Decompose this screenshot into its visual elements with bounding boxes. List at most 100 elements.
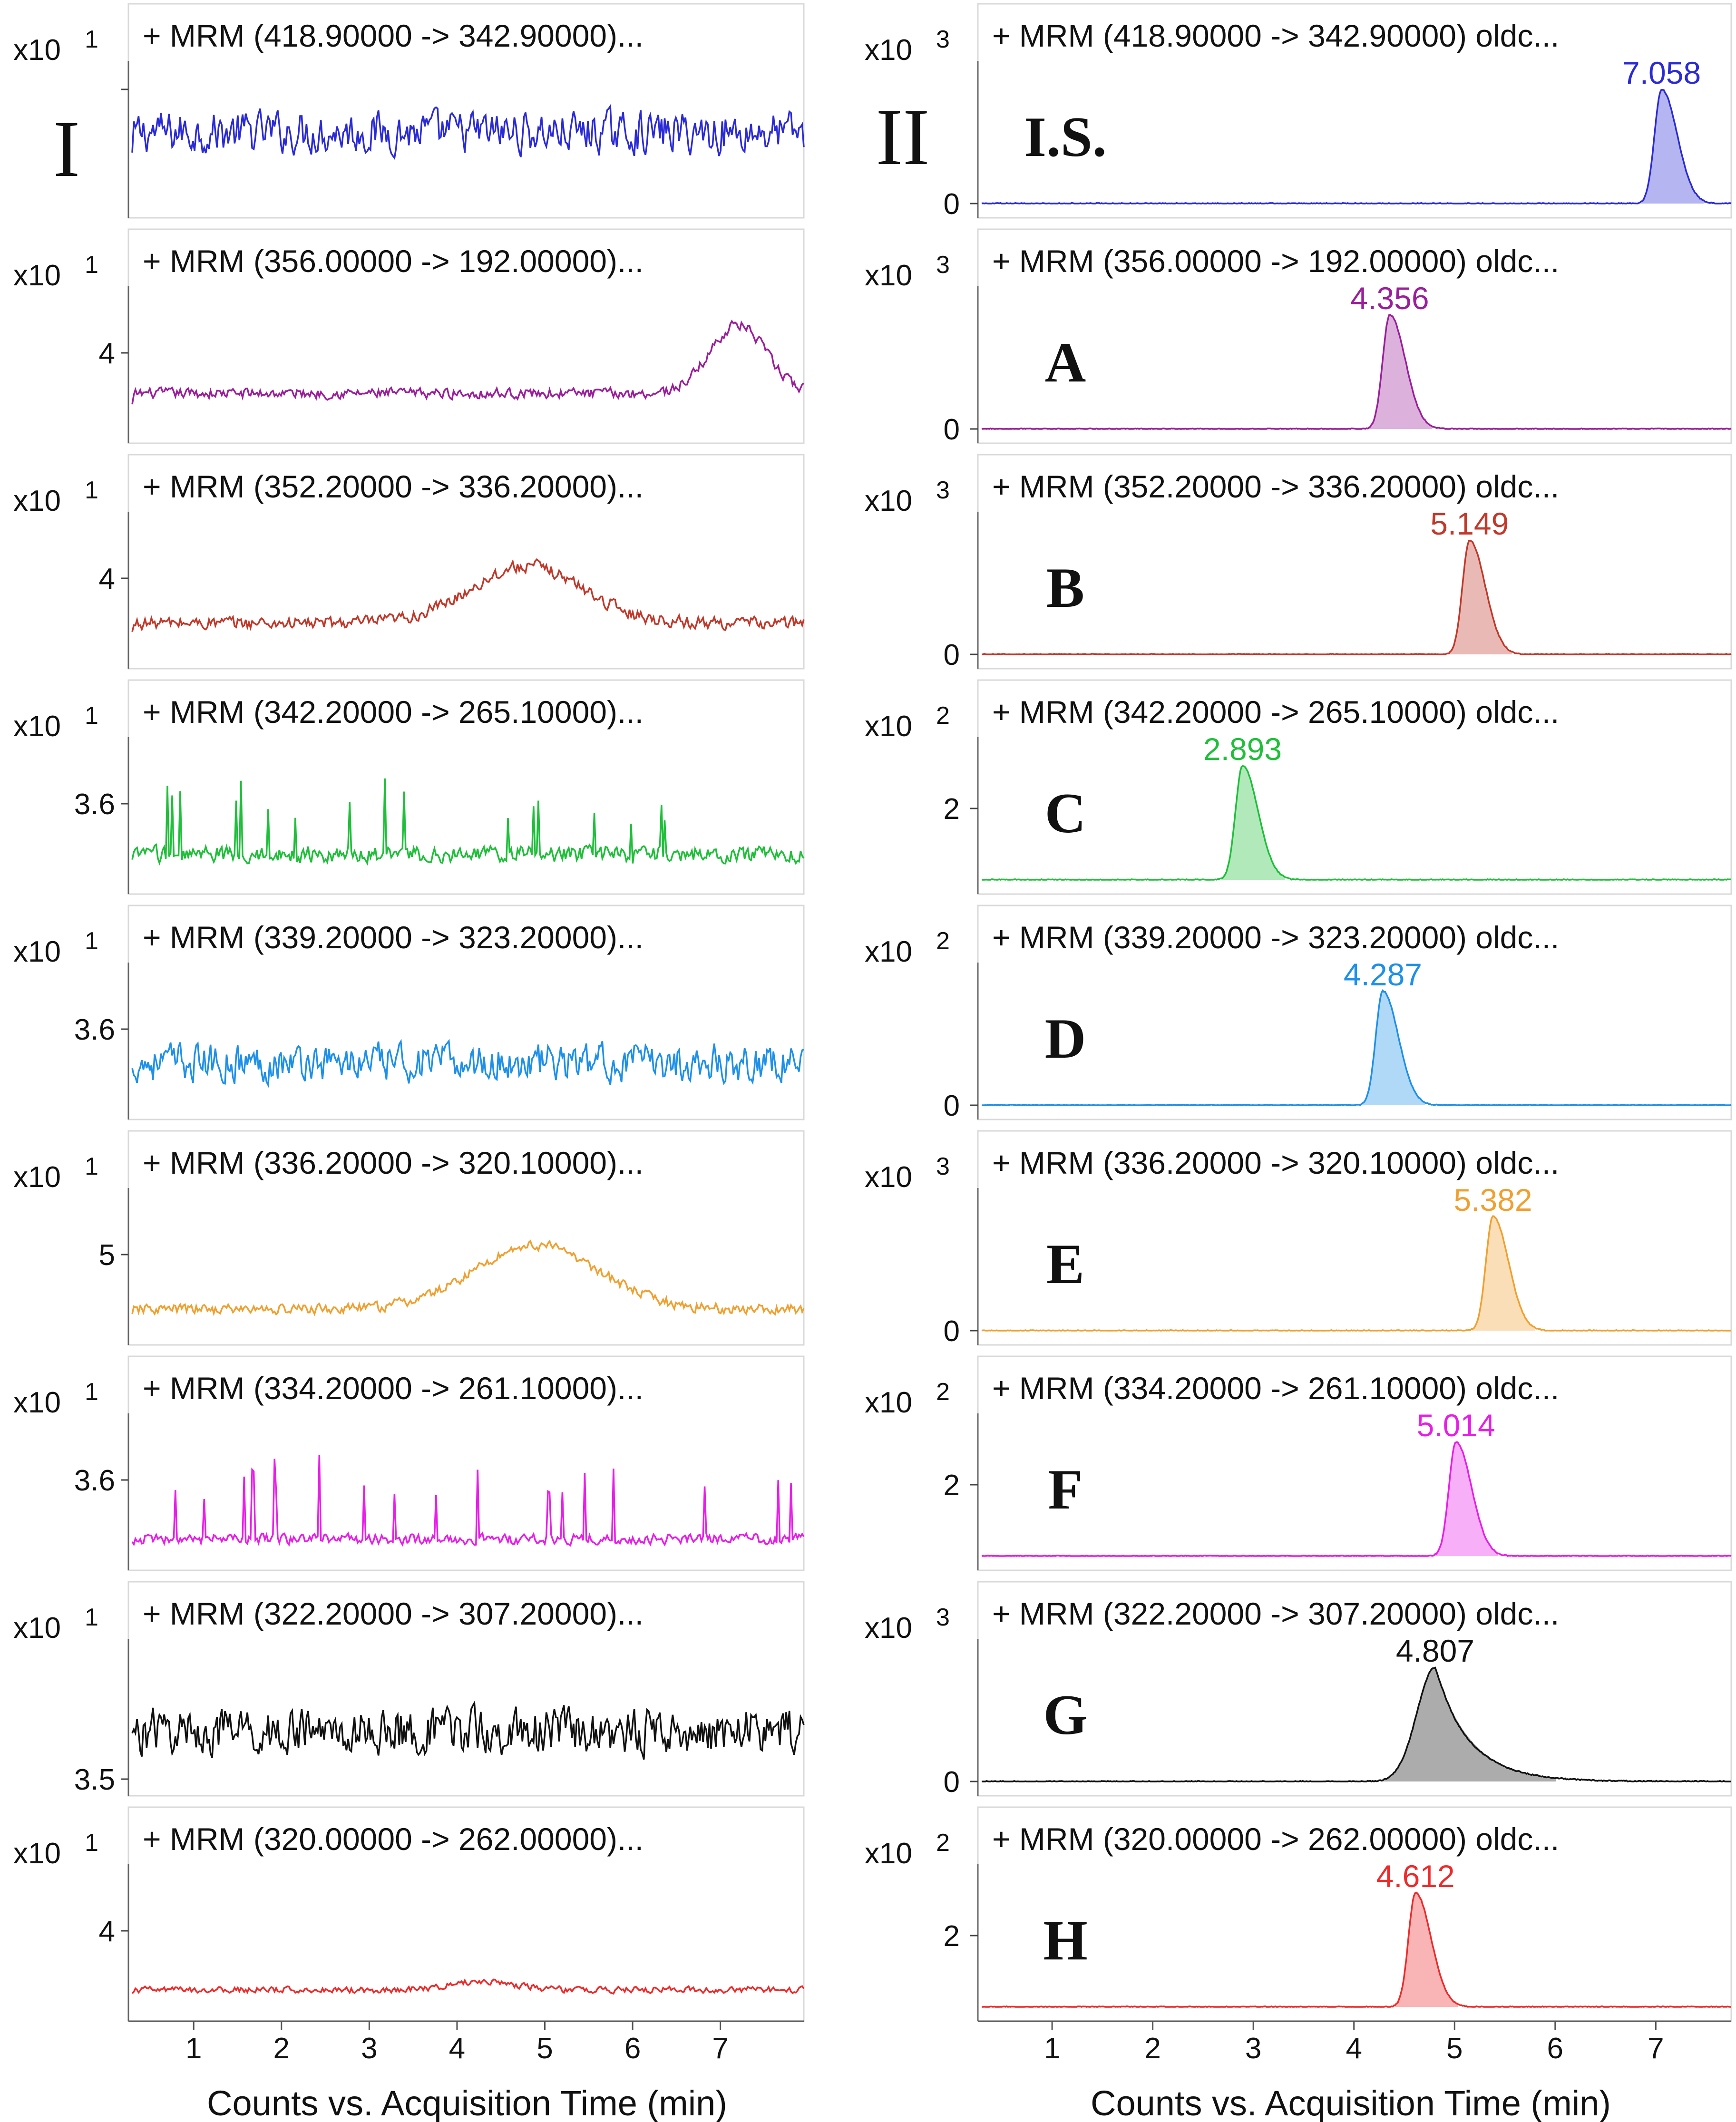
x-tick-label: 6 [1547,2032,1563,2065]
chart-panel-I-1: + MRM (356.00000 -> 192.00000)... x10 1 4 [13,228,805,444]
panel-letter-II-2: B [1046,556,1084,619]
panel-frame [127,905,805,1120]
x-tick-label: 4 [449,2032,465,2065]
chart-panel-II-7: + MRM (322.20000 -> 307.20000) oldc... x1… [865,1581,1732,1799]
exponent-power: 3 [936,1153,950,1180]
exponent-power: 1 [85,702,98,730]
panel-title: + MRM (342.20000 -> 265.10000)... [143,694,644,730]
panel-letter-II-8: H [1043,1908,1087,1972]
exponent-power: 1 [85,1829,98,1857]
exponent-label: x10 [865,259,912,292]
chart-panel-II-0: + MRM (418.90000 -> 342.90000) oldc... x1… [865,3,1732,221]
x-tick-label: 2 [273,2032,290,2065]
panel-title: + MRM (352.20000 -> 336.20000)... [143,469,644,504]
x-axis-title-right: Counts vs. Acquisition Time (min) [1091,2083,1611,2122]
exponent-power: 2 [936,702,950,730]
panel-title: + MRM (339.20000 -> 323.20000) oldc... [992,920,1559,955]
panel-title: + MRM (418.90000 -> 342.90000) oldc... [992,18,1559,53]
panel-title: + MRM (320.00000 -> 262.00000)... [143,1821,644,1857]
exponent-label: x10 [865,710,912,743]
chart-panel-II-4: + MRM (339.20000 -> 323.20000) oldc... x1… [865,905,1732,1122]
panel-letter-II-7: G [1043,1683,1087,1746]
chart-panel-I-4: + MRM (339.20000 -> 323.20000)... x10 1 3.6 [13,905,805,1120]
exponent-label: x10 [13,1612,61,1645]
exponent-power: 3 [936,477,950,504]
y-tick-label: 0 [944,1090,960,1122]
y-tick-label: 0 [944,188,960,221]
panel-frame [977,1581,1732,1797]
exponent-label: x10 [13,485,61,517]
series-line-II-7 [982,1666,1731,1782]
x-tick-label: 3 [361,2032,377,2065]
panel-frame [977,228,1732,444]
panel-title: + MRM (334.20000 -> 261.10000)... [143,1371,644,1406]
x-tick-label: 5 [536,2032,553,2065]
y-tick-label: 3.6 [74,788,115,821]
exponent-label: x10 [13,34,61,67]
chart-panel-II-8: + MRM (320.00000 -> 262.00000) oldc... x1… [865,1806,1732,2022]
x-tick-label: 1 [1044,2032,1060,2065]
chart-panel-II-1: + MRM (356.00000 -> 192.00000) oldc... x1… [865,228,1732,446]
panel-letter-II-4: D [1045,1007,1086,1070]
chart-panel-I-5: + MRM (336.20000 -> 320.10000)... x10 1 5 [13,1130,805,1346]
panel-title: + MRM (342.20000 -> 265.10000) oldc... [992,694,1559,730]
series-line-I-8 [131,1978,805,1995]
peak-label-II-0: 7.058 [1622,55,1701,90]
peak-label-II-2: 5.149 [1430,506,1509,541]
x-tick-label: 4 [1346,2032,1362,2065]
peak-label-II-4: 4.287 [1344,957,1422,992]
exponent-power: 1 [85,927,98,955]
y-tick-label: 2 [944,1469,960,1502]
panel-letter-II-5: E [1046,1232,1084,1295]
y-tick-label: 2 [944,793,960,826]
y-tick-label: 0 [944,639,960,672]
y-tick-label: 4 [99,563,115,595]
panel-letter-II-6: F [1048,1458,1083,1521]
panel-title: + MRM (334.20000 -> 261.10000) oldc... [992,1371,1559,1406]
exponent-power: 1 [85,251,98,279]
peak-label-II-8: 4.612 [1376,1859,1455,1894]
chart-panel-II-3: + MRM (342.20000 -> 265.10000) oldc... x1… [865,679,1732,895]
exponent-power: 3 [936,1604,950,1631]
panel-frame [977,679,1732,895]
series-line-II-3 [982,765,1732,881]
exponent-label: x10 [13,1837,61,1870]
axes-layer: 1 2 3 4 5 6 7 1 2 3 4 5 6 7 [128,2020,1731,2065]
exponent-label: x10 [865,935,912,968]
y-tick-label: 3.6 [74,1464,115,1497]
panel-letter-II-1: A [1045,331,1086,394]
panel-title: + MRM (356.00000 -> 192.00000) oldc... [992,243,1559,279]
series-line-I-2 [131,558,805,632]
peak-label-II-5: 5.382 [1453,1182,1532,1217]
exponent-label: x10 [865,485,912,517]
series-line-II-2 [982,539,1732,655]
y-tick-label: 2 [944,1920,960,1953]
panel-frame [127,1581,805,1797]
x-tick-label: 7 [712,2032,728,2065]
exponent-label: x10 [865,1161,912,1194]
panel-frame [127,3,805,219]
x-tick-label: 5 [1446,2032,1463,2065]
panel-frame [127,228,805,444]
panel-frame [977,454,1732,670]
exponent-label: x10 [13,1161,61,1194]
exponent-label: x10 [865,1612,912,1645]
series-line-II-4 [982,989,1732,1106]
peak-label-II-3: 2.893 [1203,731,1282,767]
series-line-I-6 [131,1455,805,1547]
peak-label-II-1: 4.356 [1350,281,1429,316]
exponent-power: 1 [85,26,98,53]
series-line-II-1 [981,314,1732,430]
exponent-power: 3 [936,251,950,279]
series-line-I-1 [131,320,804,405]
exponent-power: 3 [936,26,950,53]
series-line-II-8 [982,1891,1731,2008]
chart-panel-I-2: + MRM (352.20000 -> 336.20000)... x10 1 4 [13,454,805,670]
panel-frame [127,1806,805,2022]
chart-panel-I-8: + MRM (320.00000 -> 262.00000)... x10 1 4 [13,1806,805,2022]
series-line-I-3 [131,778,805,866]
chart-panel-II-6: + MRM (334.20000 -> 261.10000) oldc... x1… [865,1355,1732,1571]
x-axis-II: 1 2 3 4 5 6 7 [978,2020,1731,2065]
x-axis-title-left: Counts vs. Acquisition Time (min) [207,2083,727,2122]
